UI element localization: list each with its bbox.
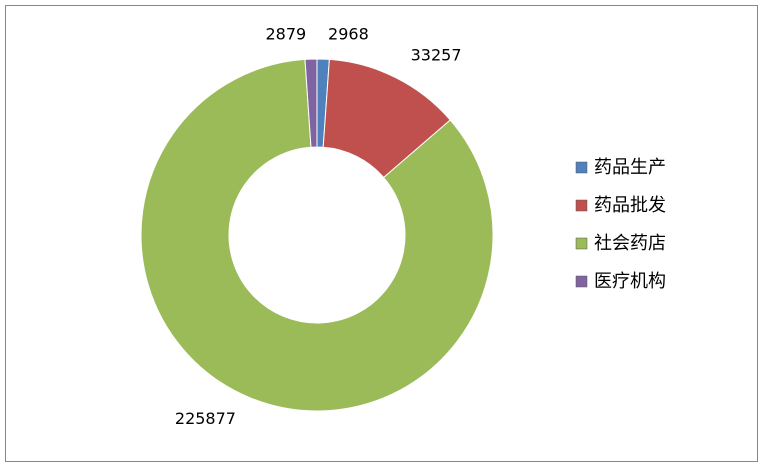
legend-label: 药品生产	[594, 157, 666, 178]
donut-segment	[304, 58, 318, 148]
data-label: 2968	[328, 25, 369, 44]
plot-area: 2968 33257 225877 2879	[140, 25, 494, 428]
data-label: 225877	[175, 409, 236, 428]
donut-segment	[140, 58, 494, 412]
legend-marker	[575, 199, 588, 212]
legend-marker	[575, 161, 588, 174]
legend-label: 药品批发	[594, 195, 666, 216]
legend-label: 医疗机构	[594, 271, 666, 292]
data-label: 33257	[411, 46, 462, 65]
data-label: 2879	[265, 25, 306, 44]
legend-label: 社会药店	[594, 233, 666, 254]
legend-marker	[575, 237, 588, 250]
legend-marker	[575, 275, 588, 288]
